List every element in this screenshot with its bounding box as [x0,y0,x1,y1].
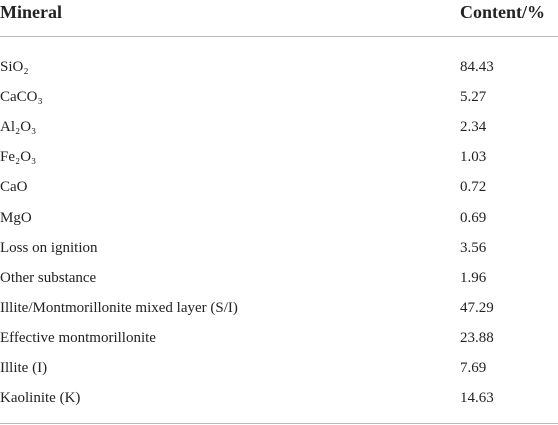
content-cell: 23.88 [460,329,494,346]
mineral-cell: Al₂O₃ [0,119,37,136]
mineral-cell: CaO [0,179,28,196]
content-cell: 1.96 [460,269,487,286]
mineral-cell: Fe₂O₃ [0,149,37,166]
content-cell: 0.72 [460,179,487,196]
mineral-cell: Illite (I) [0,360,48,376]
header-rule [0,36,558,37]
content-cell: 3.56 [460,239,487,256]
header-cell: Content/% [460,2,545,22]
mineral-cell: Loss on ignition [0,239,98,256]
mineral-cell: Effective montmorillonite [0,329,156,346]
mineral-cell: MgO [0,209,32,226]
content-cell: 1.03 [460,149,487,166]
header-cell: Mineral [0,2,62,22]
content-cell: 5.27 [460,89,487,106]
mineral-cell: Kaolinite (K) [0,390,81,407]
content-cell: 14.63 [460,390,494,407]
content-cell: 84.43 [460,59,494,75]
mineral-cell: Other substance [0,269,97,286]
mineral-cell: CaCO₃ [0,89,43,106]
mineral-cell: SiO₂ [0,59,29,75]
content-cell: 47.29 [460,299,494,316]
content-cell: 2.34 [460,119,487,136]
content-cell: 0.69 [460,209,487,226]
bottom-rule [0,423,558,424]
mineral-cell: Illite/Montmorillonite mixed layer (S/I) [0,299,238,316]
content-cell: 7.69 [460,360,487,376]
